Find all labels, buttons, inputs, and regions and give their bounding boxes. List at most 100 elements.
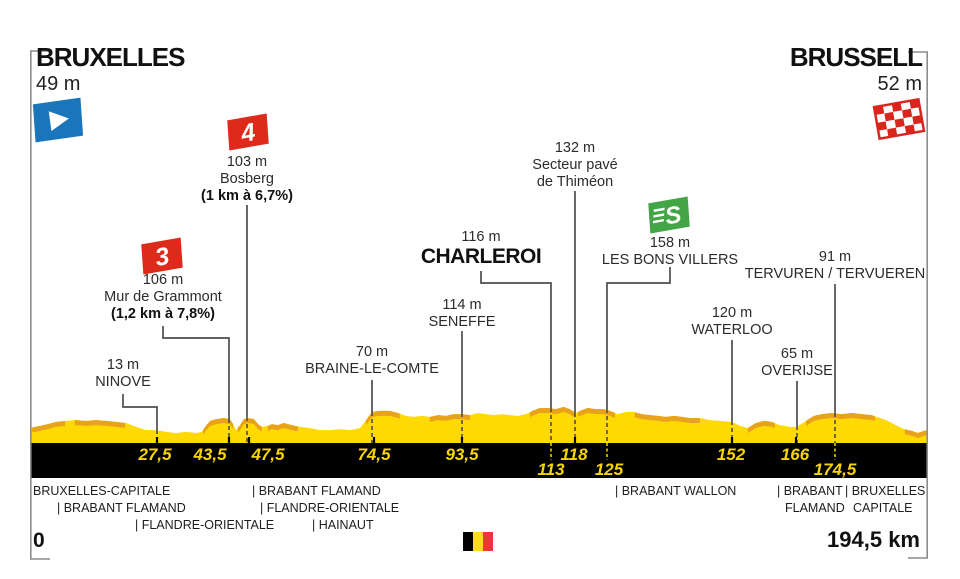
left-bracket xyxy=(30,50,50,560)
landmark-label: 65 m OVERIJSE xyxy=(761,346,833,380)
landmark-elevation: 103 m xyxy=(226,154,268,170)
climb-gradient: (1 km à 6,7%) xyxy=(201,188,293,204)
climb-badge-number: 3 xyxy=(153,242,172,272)
km-label: 125 xyxy=(594,460,624,479)
km-tick xyxy=(460,437,464,443)
connector-line xyxy=(606,267,671,409)
climb-badge-number: 4 xyxy=(238,118,258,148)
region-label: FLAMAND xyxy=(785,501,845,515)
landmark-elevation: 120 m xyxy=(711,305,753,321)
km-tick xyxy=(155,437,159,443)
finish-elevation: 52 m xyxy=(877,73,922,95)
profile-shade-band xyxy=(578,408,615,418)
total-distance-label: 194,5 km xyxy=(827,527,920,552)
profile-shade-band xyxy=(634,412,700,423)
region-label: | BRABANT FLAMAND xyxy=(252,484,381,498)
region-label: BRUXELLES-CAPITALE xyxy=(33,484,171,498)
km-label: 27,5 xyxy=(138,445,172,464)
km-tick xyxy=(372,437,376,443)
landmark-name: Mur de Grammont xyxy=(104,289,222,305)
connector-line xyxy=(480,271,552,408)
km-tick xyxy=(794,437,798,443)
landmark-label: 13 m NINOVE xyxy=(95,357,151,391)
region-label: | HAINAUT xyxy=(312,518,374,532)
profile-shade-band xyxy=(806,413,875,426)
region-label: | FLANDRE-ORIENTALE xyxy=(135,518,275,532)
region-label: CAPITALE xyxy=(853,501,913,515)
sprint-badge-letter: S xyxy=(663,201,683,230)
landmark-elevation: 65 m xyxy=(780,346,814,362)
landmark-label: 114 m SENEFFE xyxy=(429,297,496,331)
category-3-climb-icon: 3 xyxy=(141,237,183,275)
landmark-elevation: 13 m xyxy=(106,357,140,373)
km-label: 74,5 xyxy=(357,445,391,464)
km-label: 166 xyxy=(780,445,810,464)
region-label: | FLANDRE-ORIENTALE xyxy=(260,501,400,515)
distance-bar xyxy=(30,443,928,478)
finish-header: BRUSSELL 52 m xyxy=(789,42,923,95)
start-flag-icon xyxy=(32,97,84,143)
landmark-elevation: 70 m xyxy=(355,344,389,360)
landmark-name: NINOVE xyxy=(95,374,151,390)
profile-shade-band xyxy=(237,418,262,433)
climb-gradient: (1,2 km à 7,8%) xyxy=(111,306,215,322)
start-city-name: BRUXELLES xyxy=(36,42,185,72)
elevation-profile-area xyxy=(30,406,928,443)
landmark-elevation: 114 m xyxy=(442,297,482,313)
finish-city-name: BRUSSELL xyxy=(789,42,923,72)
belgium-flag-icon xyxy=(463,532,493,551)
landmark-name: Bosberg xyxy=(219,171,275,187)
profile-shade-band xyxy=(429,414,470,422)
landmark-elevation: 116 m xyxy=(461,229,501,245)
km-tick xyxy=(227,437,231,443)
start-km-label: 0 xyxy=(33,529,45,552)
sprint-icon: S xyxy=(648,196,690,234)
landmark-name: BRAINE-LE-COMTE xyxy=(305,361,439,377)
profile-shade-band xyxy=(74,420,126,428)
region-label: | BRUXELLES xyxy=(845,484,926,498)
km-label: 93,5 xyxy=(445,445,479,464)
landmark-name: TERVUREN / TERVUEREN xyxy=(744,266,926,282)
region-label: | BRABANT xyxy=(777,484,843,498)
km-tick xyxy=(573,437,577,443)
km-label: 118 xyxy=(560,445,588,464)
region-label: | BRABANT FLAMAND xyxy=(57,501,186,515)
profile-shade-band xyxy=(267,423,298,432)
connector-line xyxy=(162,326,230,419)
landmark-name: LES BONS VILLERS xyxy=(601,252,739,268)
landmark-label: 116 m CHARLEROI xyxy=(420,229,542,268)
landmark-elevation: 106 m xyxy=(142,272,184,288)
landmark-name: SENEFFE xyxy=(428,314,496,330)
profile-shade-band xyxy=(904,429,928,438)
profile-shade-band xyxy=(747,420,775,433)
profile-shade-band xyxy=(203,418,234,435)
landmark-name: Secteur pavé xyxy=(532,157,618,173)
km-tick xyxy=(247,437,251,443)
category-4-climb-icon: 4 xyxy=(227,113,269,151)
region-label: | BRABANT WALLON xyxy=(615,484,737,498)
km-label: 152 xyxy=(716,445,746,464)
landmark-name: WATERLOO xyxy=(691,322,773,338)
landmark-label: 158 m LES BONS VILLERS xyxy=(602,235,738,269)
landmark-label: 120 m WATERLOO xyxy=(691,305,772,339)
checkered-flag-icon xyxy=(872,97,926,141)
landmark-label: 106 m Mur de Grammont (1,2 km à 7,8%) xyxy=(104,272,222,323)
landmark-label: 70 m BRAINE-LE-COMTE xyxy=(305,344,439,378)
landmark-label: 132 m Secteur pavé de Thiméon xyxy=(532,140,617,191)
landmark-name: de Thiméon xyxy=(536,174,614,190)
landmark-elevation: 158 m xyxy=(649,235,691,251)
landmark-name: OVERIJSE xyxy=(761,363,833,379)
km-label: 43,5 xyxy=(193,445,227,464)
km-label: 113 xyxy=(537,460,565,479)
profile-shade-band xyxy=(366,410,400,426)
right-bracket xyxy=(908,51,928,559)
km-tick xyxy=(730,437,734,443)
start-elevation: 49 m xyxy=(36,73,81,95)
landmark-name: CHARLEROI xyxy=(420,245,542,268)
start-header: BRUXELLES 49 m xyxy=(36,42,185,95)
landmark-elevation: 91 m xyxy=(818,249,852,265)
connector-line xyxy=(122,394,158,430)
profile-shade-band xyxy=(530,406,575,418)
